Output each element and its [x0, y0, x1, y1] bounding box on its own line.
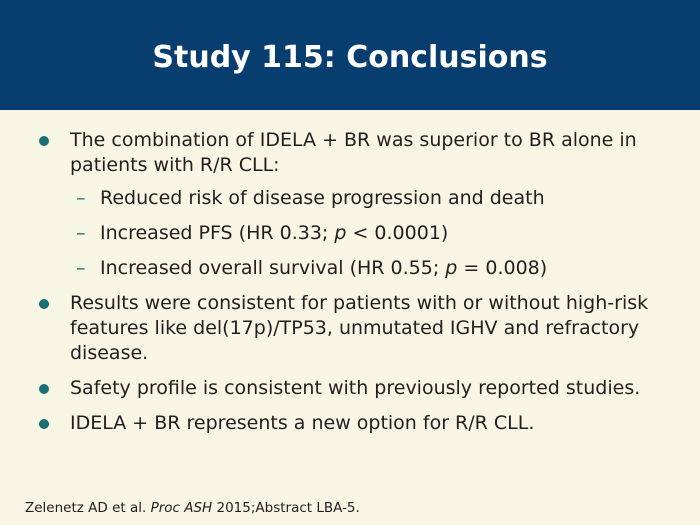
sub-bullet-text-pre: Increased PFS (HR 0.33;	[100, 222, 335, 244]
sub-bullet-item: – Increased overall survival (HR 0.55; p…	[0, 256, 700, 281]
bullet-text: Results were consistent for patients wit…	[70, 292, 649, 364]
p-value-symbol: p	[445, 257, 458, 279]
bullet-item: IDELA + BR represents a new option for R…	[0, 411, 700, 436]
sub-bullet-text-pre: Increased overall survival (HR 0.55;	[100, 257, 446, 279]
bullet-dot-icon	[39, 419, 49, 429]
bullet-text: The combination of IDELA + BR was superi…	[70, 129, 637, 176]
bullet-dot-icon	[39, 384, 49, 394]
bullet-item: The combination of IDELA + BR was superi…	[0, 128, 700, 178]
sub-bullet-item: – Increased PFS (HR 0.33; p < 0.0001)	[0, 221, 700, 246]
dash-icon: –	[76, 257, 86, 279]
slide-title: Study 115: Conclusions	[152, 39, 548, 75]
bullet-dot-icon	[39, 136, 49, 146]
dash-icon: –	[76, 187, 86, 209]
bullet-item: Results were consistent for patients wit…	[0, 291, 700, 366]
sub-bullet-text-post: = 0.008)	[457, 257, 548, 279]
citation-authors: Zelenetz AD et al.	[25, 500, 151, 516]
p-value-symbol: p	[334, 222, 347, 244]
sub-bullet-item: – Reduced risk of disease progression an…	[0, 186, 700, 211]
dash-icon: –	[76, 222, 86, 244]
bullet-text: IDELA + BR represents a new option for R…	[70, 412, 535, 434]
slide-header: Study 115: Conclusions	[0, 0, 700, 110]
bullet-item: Safety profile is consistent with previo…	[0, 376, 700, 401]
sub-bullet-text-post: < 0.0001)	[346, 222, 449, 244]
citation-footer: Zelenetz AD et al. Proc ASH 2015;Abstrac…	[25, 500, 360, 516]
sub-bullet-text: Reduced risk of disease progression and …	[100, 187, 545, 209]
slide-content: The combination of IDELA + BR was superi…	[0, 128, 700, 436]
bullet-dot-icon	[39, 299, 49, 309]
bullet-text: Safety profile is consistent with previo…	[70, 377, 641, 399]
citation-rest: 2015;Abstract LBA-5.	[212, 500, 360, 516]
citation-journal: Proc ASH	[150, 500, 213, 516]
